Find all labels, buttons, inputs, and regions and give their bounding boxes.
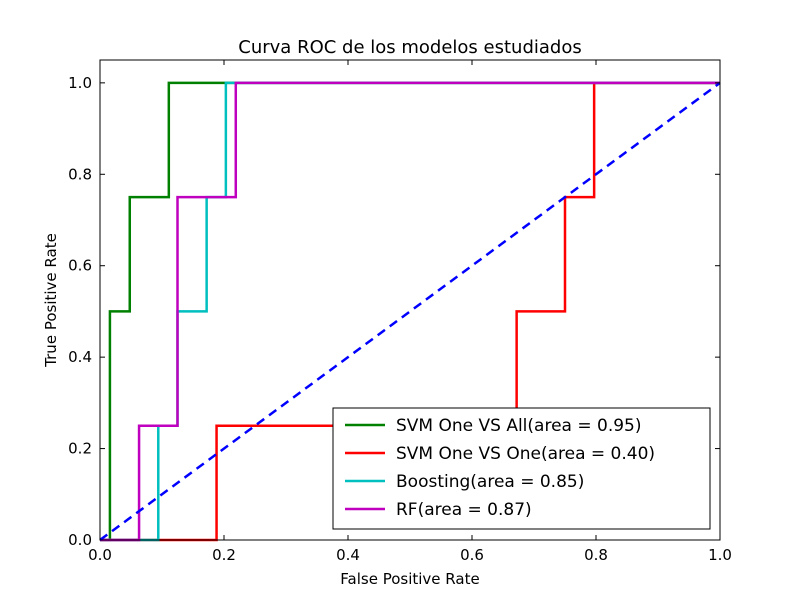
x-tick-label: 0.0 [88, 546, 112, 564]
y-tick-label: 0.8 [68, 165, 92, 183]
y-tick-label: 0.2 [68, 440, 92, 458]
y-tick-label: 0.6 [68, 257, 92, 275]
x-tick-label: 1.0 [708, 546, 732, 564]
series-line-2 [100, 81, 720, 542]
legend-entry-label: RF(area = 0.87) [396, 500, 532, 520]
y-tick-label: 0.4 [68, 348, 92, 366]
x-tick-label: 0.8 [584, 546, 608, 564]
chart-title: Curva ROC de los modelos estudiados [238, 37, 581, 58]
legend-entry-label: Boosting(area = 0.85) [396, 472, 584, 492]
x-tick-label: 0.4 [336, 546, 360, 564]
x-tick-label: 0.2 [212, 546, 236, 564]
axis-ticks: 0.0 0.2 0.4 0.6 0.8 1.0 0.0 0.2 0.4 0.6 0.8 1.0 [68, 60, 732, 564]
y-tick-label: 1.0 [68, 74, 92, 92]
x-tick-label: 0.6 [460, 546, 484, 564]
series-line-3 [100, 81, 720, 542]
plot-lines [99, 81, 721, 542]
series-line-0 [100, 81, 720, 542]
y-axis-label: True Positive Rate [42, 233, 60, 368]
y-tick-label: 0.0 [68, 531, 92, 549]
x-axis-label: False Positive Rate [340, 570, 479, 588]
legend-entry-label: SVM One VS All(area = 0.95) [396, 416, 642, 436]
legend-box [332, 407, 711, 530]
plot-frame [99, 59, 721, 541]
series-line-1 [100, 81, 720, 542]
legend: SVM One VS All(area = 0.95) SVM One VS On… [332, 407, 711, 530]
reference-diagonal-line [99, 81, 721, 542]
legend-entry-label: SVM One VS One(area = 0.40) [396, 444, 655, 464]
